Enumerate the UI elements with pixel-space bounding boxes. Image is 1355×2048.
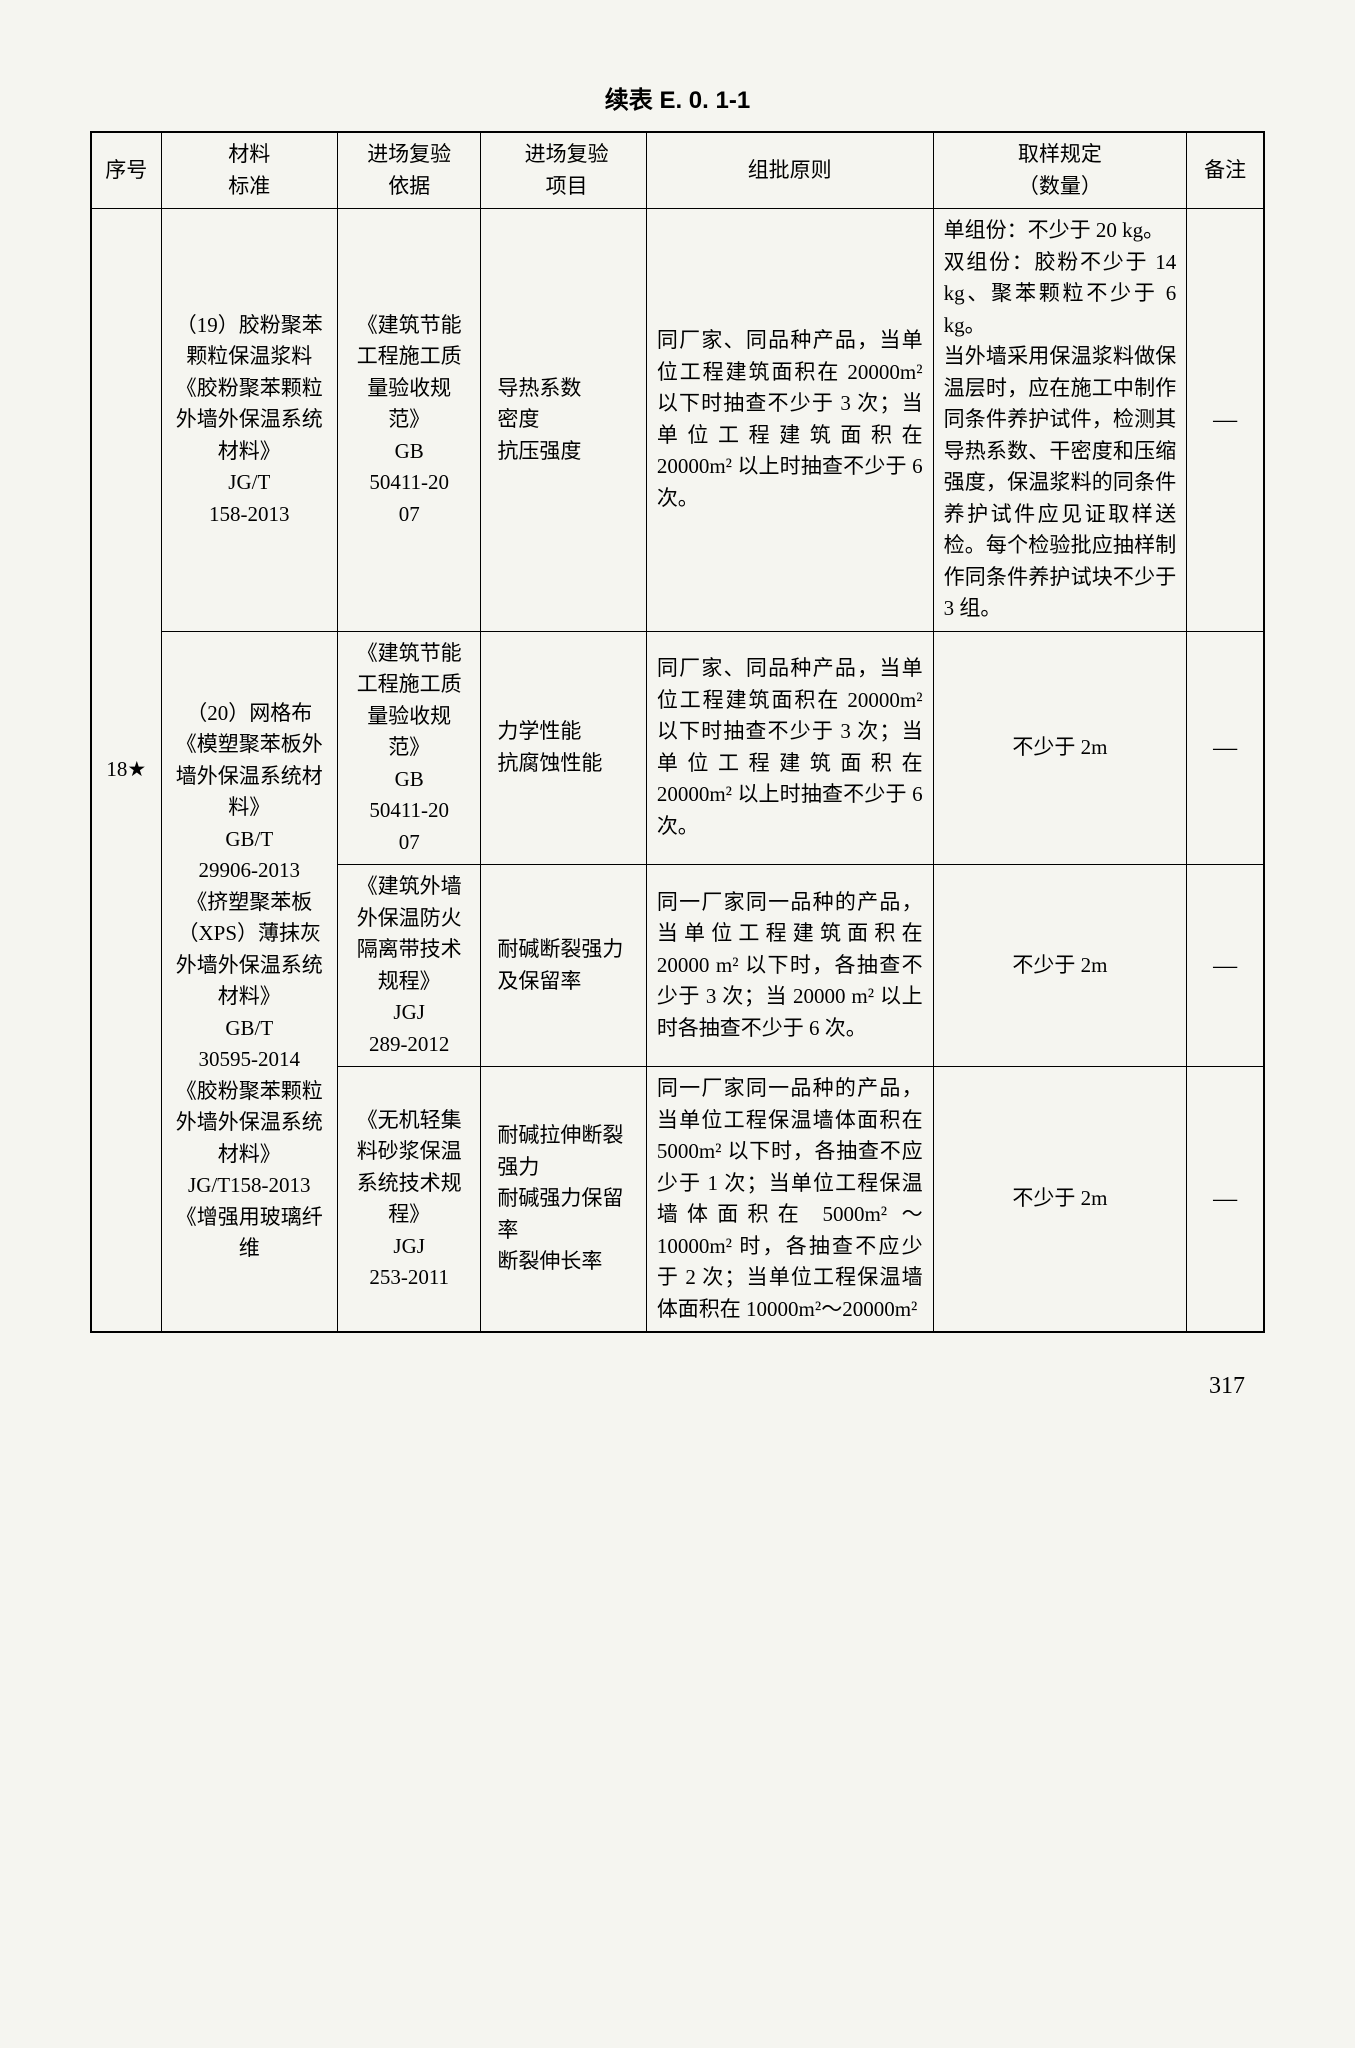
cell-remark: —	[1187, 631, 1264, 865]
cell-material: （19）胶粉聚苯颗粒保温浆料《胶粉聚苯颗粒外墙外保温系统材料》JG/T158-2…	[161, 209, 337, 632]
col-header-items: 进场复验项目	[481, 132, 646, 209]
col-header-seq: 序号	[91, 132, 161, 209]
table-row: （20）网格布《模塑聚苯板外墙外保温系统材料》GB/T29906-2013《挤塑…	[91, 631, 1264, 865]
table-title: 续表 E. 0. 1-1	[90, 80, 1265, 115]
cell-items: 力学性能抗腐蚀性能	[481, 631, 646, 865]
cell-items: 耐碱断裂强力及保留率	[481, 865, 646, 1067]
cell-sample: 不少于 2m	[933, 865, 1187, 1067]
cell-basis: 《建筑节能工程施工质量验收规范》GB50411-2007	[338, 209, 481, 632]
cell-batch: 同厂家、同品种产品，当单位工程建筑面积在 20000m² 以下时抽查不少于 3 …	[646, 209, 933, 632]
col-header-remark: 备注	[1187, 132, 1264, 209]
cell-basis: 《建筑外墙外保温防火隔离带技术规程》JGJ289-2012	[338, 865, 481, 1067]
cell-sample: 不少于 2m	[933, 1067, 1187, 1333]
col-header-sample: 取样规定（数量）	[933, 132, 1187, 209]
cell-seq: 18★	[91, 209, 161, 1333]
table-header-row: 序号 材料标准 进场复验依据 进场复验项目 组批原则 取样规定（数量） 备注	[91, 132, 1264, 209]
cell-remark: —	[1187, 865, 1264, 1067]
cell-remark: —	[1187, 1067, 1264, 1333]
cell-material: （20）网格布《模塑聚苯板外墙外保温系统材料》GB/T29906-2013《挤塑…	[161, 631, 337, 1332]
col-header-basis: 进场复验依据	[338, 132, 481, 209]
cell-batch: 同厂家、同品种产品，当单位工程建筑面积在 20000m² 以下时抽查不少于 3 …	[646, 631, 933, 865]
col-header-material: 材料标准	[161, 132, 337, 209]
col-header-batch: 组批原则	[646, 132, 933, 209]
page-number: 317	[90, 1373, 1265, 1400]
cell-basis: 《无机轻集料砂浆保温系统技术规程》JGJ253-2011	[338, 1067, 481, 1333]
cell-sample: 不少于 2m	[933, 631, 1187, 865]
cell-sample: 单组份：不少于 20 kg。双组份：胶粉不少于 14 kg、聚苯颗粒不少于 6 …	[933, 209, 1187, 632]
cell-batch: 同一厂家同一品种的产品，当单位工程保温墙体面积在 5000m² 以下时，各抽查不…	[646, 1067, 933, 1333]
material-inspection-table: 序号 材料标准 进场复验依据 进场复验项目 组批原则 取样规定（数量） 备注 1…	[90, 131, 1265, 1333]
cell-items: 导热系数密度抗压强度	[481, 209, 646, 632]
cell-items: 耐碱拉伸断裂强力耐碱强力保留率断裂伸长率	[481, 1067, 646, 1333]
cell-remark: —	[1187, 209, 1264, 632]
table-row: 18★ （19）胶粉聚苯颗粒保温浆料《胶粉聚苯颗粒外墙外保温系统材料》JG/T1…	[91, 209, 1264, 632]
cell-basis: 《建筑节能工程施工质量验收规范》GB50411-2007	[338, 631, 481, 865]
cell-batch: 同一厂家同一品种的产品，当单位工程建筑面积在 20000 m² 以下时，各抽查不…	[646, 865, 933, 1067]
